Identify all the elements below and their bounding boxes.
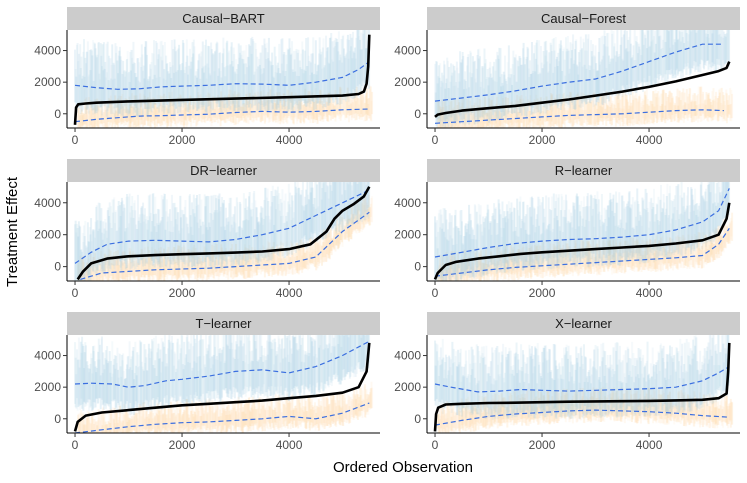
estimate-line bbox=[433, 202, 731, 280]
facet-strip bbox=[67, 7, 380, 30]
lower-bound-line bbox=[80, 211, 370, 280]
x-tick-label: 2000 bbox=[169, 438, 196, 452]
x-tick-label: 0 bbox=[432, 133, 439, 147]
estimate-line bbox=[73, 34, 371, 125]
y-tick-label: 4000 bbox=[34, 196, 61, 210]
facet-strip-label: DR−learner bbox=[190, 163, 258, 178]
facet-strip-label: T−learner bbox=[196, 316, 253, 331]
y-tick-label: 2000 bbox=[394, 228, 421, 242]
x-axis-title: Ordered Observation bbox=[333, 459, 473, 476]
x-tick-label: 0 bbox=[72, 133, 79, 147]
y-tick-label: 4000 bbox=[394, 44, 421, 58]
y-tick-label: 2000 bbox=[34, 228, 61, 242]
lower-bound-line bbox=[74, 108, 370, 123]
y-tick-label: 0 bbox=[54, 260, 61, 274]
plot-area bbox=[434, 30, 734, 128]
estimate-line bbox=[434, 61, 731, 118]
facet-strip-label: R−learner bbox=[555, 163, 613, 178]
y-tick-label: 4000 bbox=[34, 44, 61, 58]
y-tick-label: 2000 bbox=[34, 75, 61, 89]
facet-strip bbox=[67, 159, 380, 182]
x-tick-label: 0 bbox=[72, 286, 79, 300]
y-tick-label: 0 bbox=[414, 107, 421, 121]
facet-strip-label: Causal−Forest bbox=[541, 11, 626, 26]
x-tick-label: 2000 bbox=[529, 133, 556, 147]
upper-bound-line bbox=[434, 43, 724, 102]
estimate-line bbox=[73, 342, 371, 432]
estimate-line bbox=[76, 186, 371, 281]
y-tick-label: 0 bbox=[54, 107, 61, 121]
upper-bound-line bbox=[74, 340, 370, 388]
facet-strip bbox=[67, 312, 380, 335]
facet-strip bbox=[427, 7, 740, 30]
plot-area bbox=[433, 182, 734, 281]
y-tick-label: 4000 bbox=[34, 349, 61, 363]
facet-panel: T−learner 0 2000 4000 0 2000 4000 bbox=[34, 312, 380, 452]
lower-bound-line bbox=[434, 109, 724, 124]
y-tick-label: 2000 bbox=[394, 75, 421, 89]
x-tick-label: 4000 bbox=[636, 286, 663, 300]
x-tick-label: 4000 bbox=[636, 133, 663, 147]
y-tick-label: 0 bbox=[414, 260, 421, 274]
facet-strip-label: Causal−BART bbox=[182, 11, 265, 26]
y-tick-label: 2000 bbox=[34, 380, 61, 394]
plot-area bbox=[433, 335, 734, 433]
facet-panel: Causal−BART 0 2000 4000 0 2000 4000 bbox=[34, 7, 380, 147]
facet-strip bbox=[427, 159, 740, 182]
lower-bound-line bbox=[434, 227, 730, 277]
x-tick-label: 0 bbox=[432, 286, 439, 300]
x-tick-label: 2000 bbox=[169, 133, 196, 147]
x-tick-label: 4000 bbox=[276, 286, 303, 300]
facet-strip bbox=[427, 312, 740, 335]
facet-panel: R−learner 0 2000 4000 0 2000 4000 bbox=[394, 159, 740, 300]
x-tick-label: 2000 bbox=[169, 286, 196, 300]
upper-bound-line bbox=[74, 189, 370, 264]
plot-area bbox=[73, 30, 374, 128]
lower-bound-line bbox=[74, 402, 370, 433]
x-tick-label: 4000 bbox=[276, 133, 303, 147]
x-tick-label: 2000 bbox=[529, 286, 556, 300]
x-tick-label: 4000 bbox=[276, 438, 303, 452]
facet-strip-label: X−learner bbox=[555, 316, 612, 331]
facet-panel: Causal−Forest 0 2000 4000 0 2000 4000 bbox=[394, 7, 740, 147]
plot-area bbox=[73, 335, 374, 433]
upper-bound-line bbox=[434, 188, 730, 258]
upper-bound-line bbox=[74, 61, 370, 90]
y-tick-label: 0 bbox=[54, 412, 61, 426]
plot-area bbox=[74, 182, 374, 281]
facet-panel: DR−learner 0 2000 4000 0 2000 4000 bbox=[34, 159, 380, 300]
y-tick-label: 4000 bbox=[394, 196, 421, 210]
y-axis-title: Treatment Effect bbox=[4, 176, 21, 287]
x-tick-label: 0 bbox=[72, 438, 79, 452]
